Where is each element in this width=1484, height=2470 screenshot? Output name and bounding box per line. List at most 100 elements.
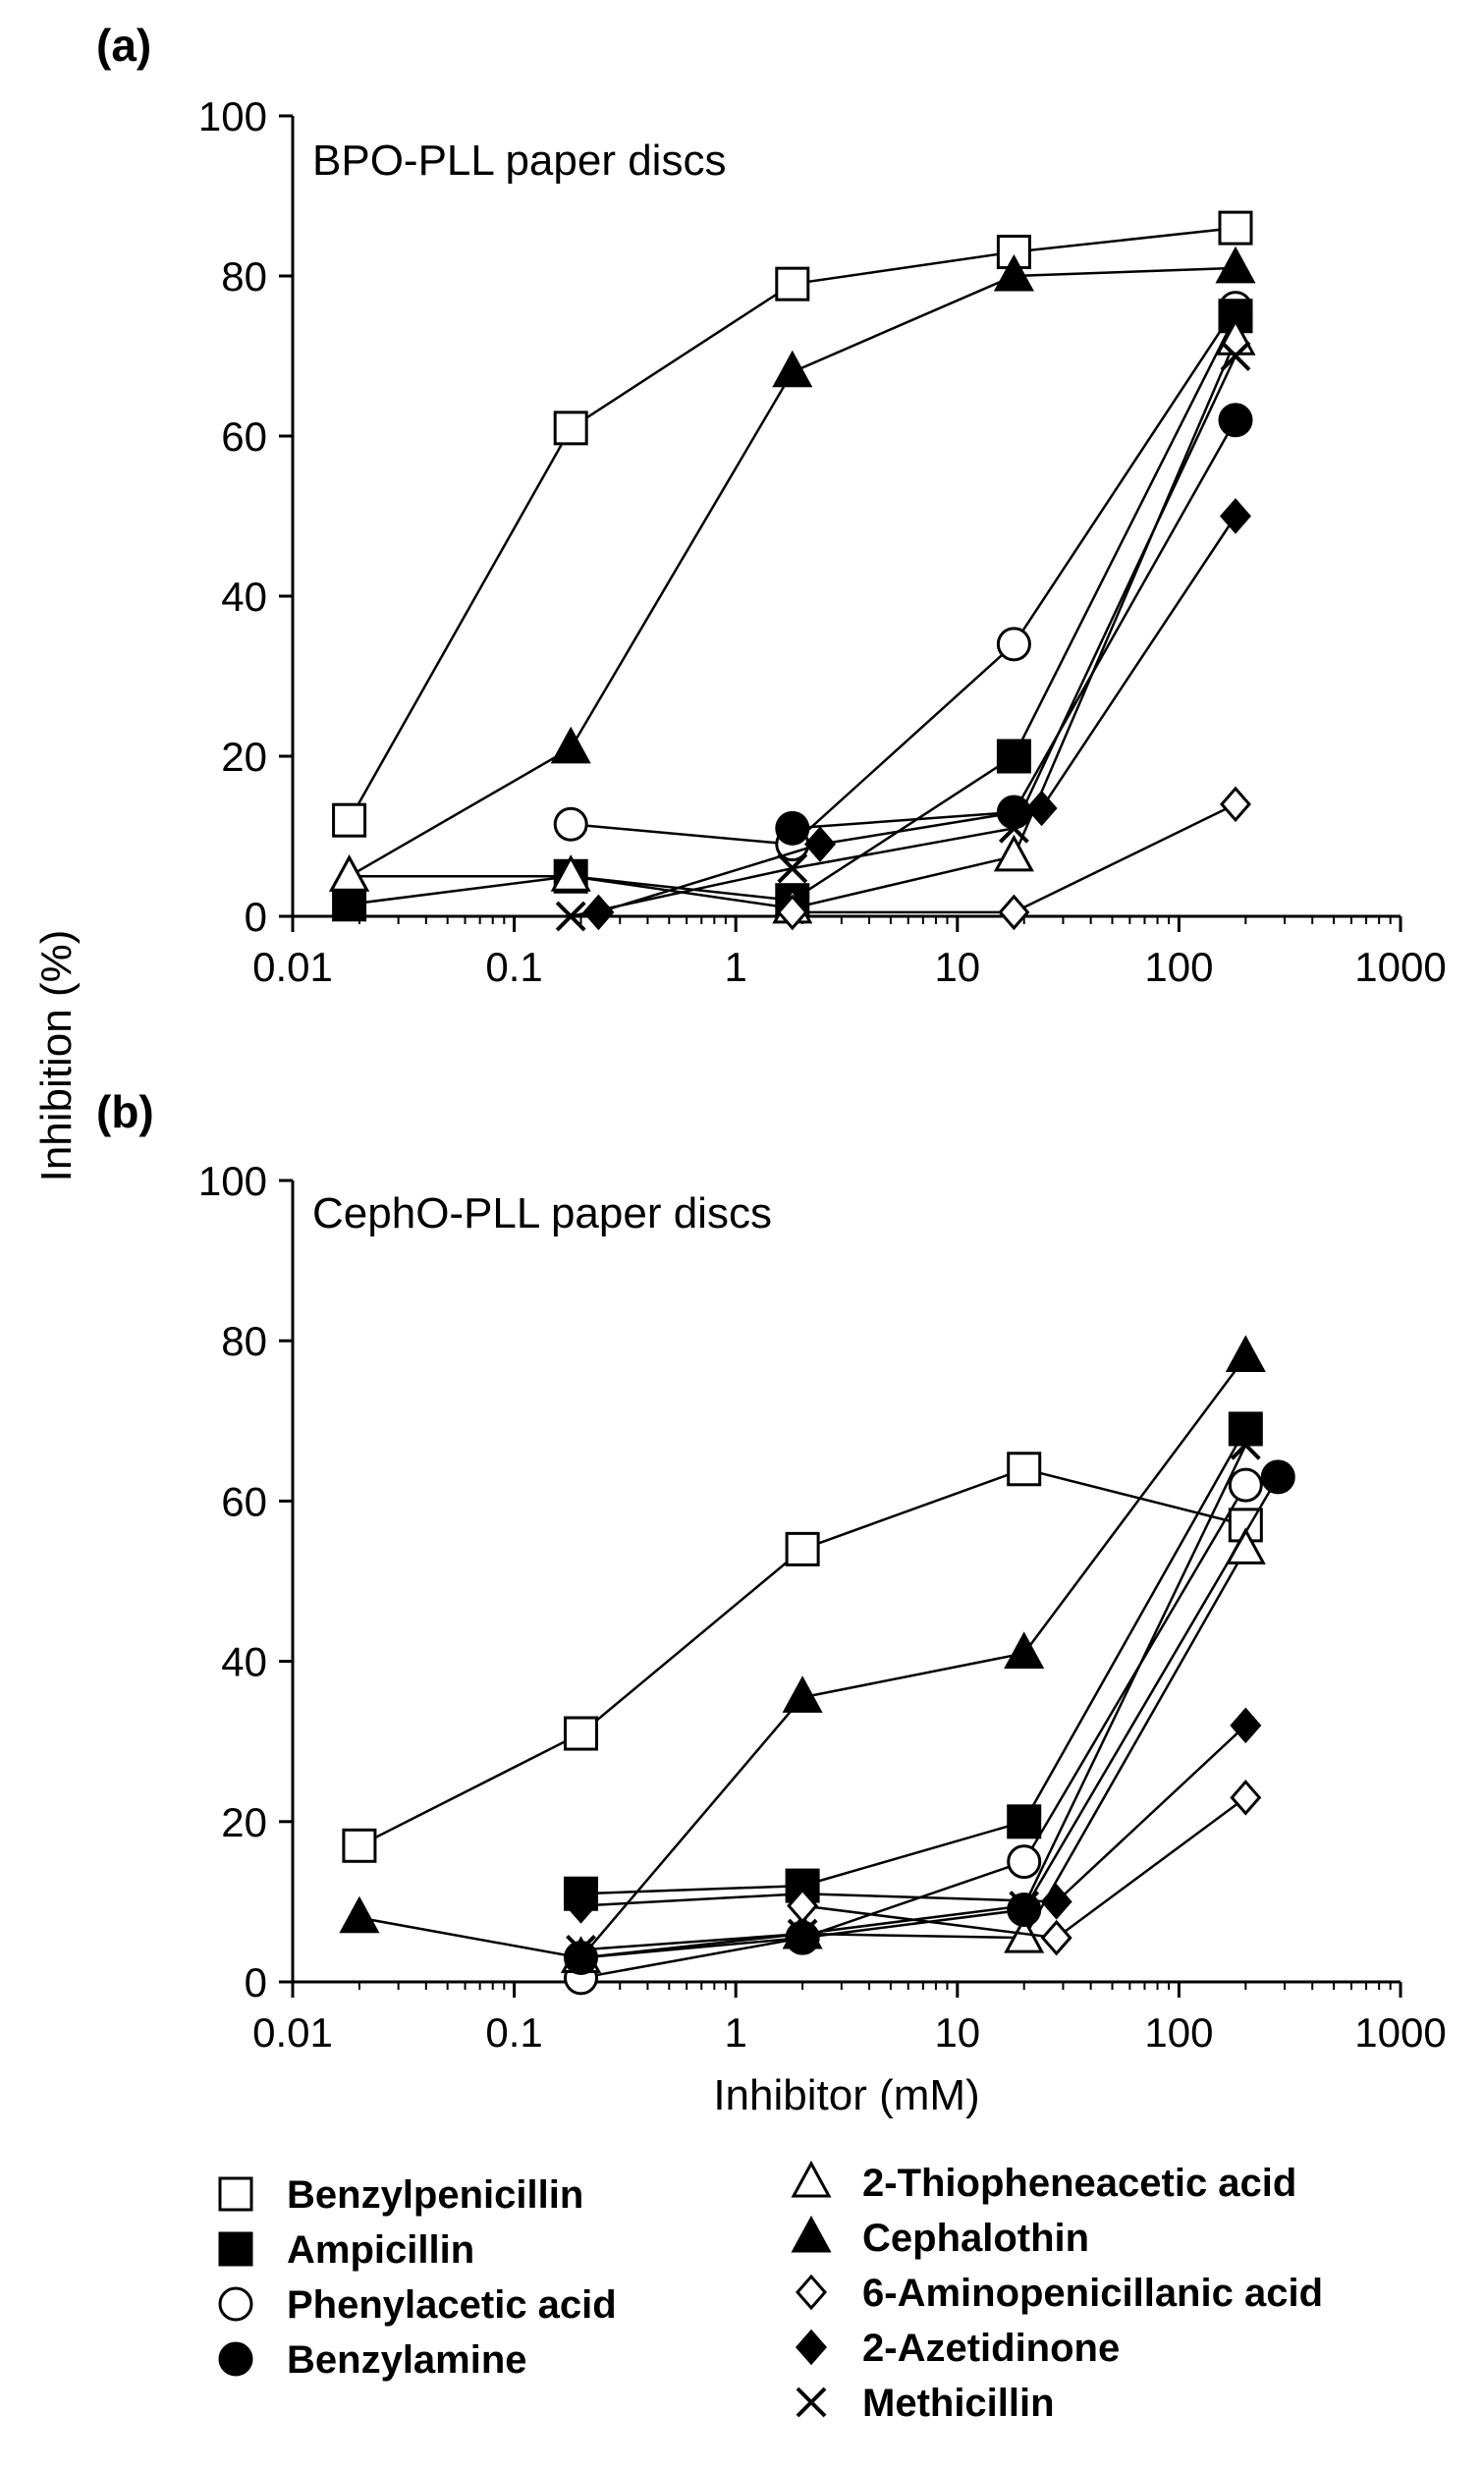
data-point bbox=[993, 834, 1034, 872]
legend-item-benzylamine: Benzylamine bbox=[218, 2338, 527, 2382]
legend-item-6-aminopenicillanic-acid: 6-Aminopenicillanic acid bbox=[796, 2272, 1323, 2315]
data-point bbox=[1219, 786, 1251, 823]
data-point bbox=[1007, 1844, 1042, 1880]
x-tick-label: 0.1 bbox=[485, 2009, 542, 2056]
panel-a-label: (a) bbox=[96, 20, 151, 71]
data-point bbox=[993, 253, 1034, 292]
panel-a-series bbox=[329, 210, 1256, 932]
data-point bbox=[339, 1895, 380, 1934]
legend-item-2-azetidinone: 2-Azetidinone bbox=[796, 2327, 1120, 2370]
legend-label: 6-Aminopenicillanic acid bbox=[862, 2272, 1323, 2315]
data-point bbox=[1007, 1804, 1042, 1839]
panel-b-series bbox=[339, 1335, 1295, 1996]
data-point bbox=[555, 901, 586, 932]
y-tick-label: 60 bbox=[221, 1478, 267, 1524]
y-tick-label: 60 bbox=[221, 413, 267, 460]
data-point bbox=[998, 894, 1030, 931]
2-thiopheneacetic-acid-legend-marker bbox=[791, 2160, 832, 2198]
cephalothin-legend-marker bbox=[791, 2215, 832, 2253]
data-point bbox=[1004, 1631, 1045, 1669]
series-line bbox=[580, 1444, 1247, 1951]
panel-b: (b) CephO-PLL paper discs 0 20 40 60 80 100 0.… bbox=[96, 1086, 1447, 2056]
data-point bbox=[775, 266, 810, 302]
data-point bbox=[1025, 790, 1058, 827]
legend-item-phenylacetic-acid: Phenylacetic acid bbox=[218, 2283, 617, 2327]
panel-b-ticks: 0 20 40 60 80 100 0.01 0.1 1 10 100 1000 bbox=[198, 1158, 1447, 2056]
benzylpenicillin-legend-marker bbox=[218, 2176, 253, 2212]
data-point bbox=[772, 350, 813, 388]
series-ampicillin bbox=[564, 1411, 1263, 1911]
data-point bbox=[775, 810, 810, 846]
data-point bbox=[1007, 1452, 1042, 1487]
phenylacetic-acid-legend-marker bbox=[218, 2286, 253, 2322]
data-point bbox=[1040, 1884, 1072, 1920]
x-tick-label: 1000 bbox=[1354, 2009, 1446, 2056]
data-point bbox=[776, 894, 808, 931]
legend-label: Benzylpenicillin bbox=[287, 2173, 583, 2217]
data-point bbox=[1007, 1893, 1042, 1928]
series-methicillin bbox=[566, 1429, 1261, 1965]
panel-a: (a) BPO-PLL paper discs 0 20 40 60 80 100 0.01… bbox=[96, 20, 1447, 990]
x-tick-label: 100 bbox=[1144, 944, 1213, 990]
series-line bbox=[358, 1467, 1246, 1847]
data-point bbox=[564, 1941, 599, 1976]
series-2-thiopheneacetic-acid bbox=[560, 1527, 1266, 1974]
series-benzylpenicillin bbox=[332, 210, 1253, 838]
x-tick-label: 10 bbox=[934, 2009, 980, 2056]
data-point bbox=[582, 894, 615, 931]
panel-a-title: BPO-PLL paper discs bbox=[312, 137, 726, 185]
series-6-aminopenicillanic-acid bbox=[787, 1780, 1262, 1956]
data-point bbox=[1230, 1780, 1262, 1816]
series-line bbox=[580, 1476, 1280, 1959]
x-tick-label: 1 bbox=[725, 944, 747, 990]
legend-label: 2-Azetidinone bbox=[862, 2327, 1120, 2370]
data-point bbox=[1215, 246, 1256, 284]
data-point bbox=[777, 852, 808, 884]
y-tick-label: 40 bbox=[221, 574, 267, 620]
data-point bbox=[550, 854, 591, 892]
data-point bbox=[1225, 1335, 1266, 1373]
data-point bbox=[329, 854, 370, 892]
x-tick-label: 100 bbox=[1144, 2009, 1213, 2056]
6-aminopenicillanic-acid-legend-marker bbox=[796, 2274, 827, 2311]
data-point bbox=[996, 739, 1031, 774]
data-point bbox=[1219, 498, 1251, 534]
y-tick-label: 0 bbox=[245, 1959, 267, 2005]
data-point bbox=[550, 726, 591, 764]
data-point bbox=[1228, 1411, 1263, 1447]
legend: Benzylpenicillin Ampicillin Phenylacetic a… bbox=[218, 2160, 1323, 2425]
data-point bbox=[332, 802, 367, 838]
data-point bbox=[785, 1920, 820, 1955]
data-point bbox=[996, 627, 1031, 662]
data-point bbox=[342, 1828, 377, 1863]
series-line bbox=[571, 306, 1237, 846]
series-line bbox=[580, 1724, 1247, 1907]
series-cephalothin bbox=[329, 246, 1256, 892]
series-line bbox=[580, 1484, 1247, 1980]
data-point bbox=[782, 1675, 823, 1713]
x-tick-label: 0.1 bbox=[485, 944, 542, 990]
y-tick-label: 40 bbox=[221, 1639, 267, 1685]
legend-item-cephalothin: Cephalothin bbox=[791, 2215, 1089, 2260]
panel-b-label: (b) bbox=[96, 1086, 154, 1137]
data-point bbox=[553, 411, 588, 446]
data-point bbox=[1040, 1919, 1072, 1956]
y-tick-label: 80 bbox=[221, 1318, 267, 1364]
series-line bbox=[348, 226, 1237, 821]
data-point bbox=[803, 826, 836, 862]
y-tick-label: 20 bbox=[221, 1799, 267, 1845]
x-tick-label: 10 bbox=[934, 944, 980, 990]
ampicillin-legend-marker bbox=[218, 2231, 253, 2267]
x-tick-label: 1000 bbox=[1354, 944, 1446, 990]
series-6-aminopenicillanic-acid bbox=[776, 786, 1251, 931]
data-point bbox=[332, 887, 367, 922]
data-point bbox=[564, 1716, 599, 1751]
series-line bbox=[358, 1355, 1247, 1959]
series-benzylpenicillin bbox=[342, 1452, 1263, 1863]
series-line bbox=[580, 1428, 1247, 1895]
methicillin-legend-marker bbox=[796, 2387, 827, 2418]
x-tick-label: 0.01 bbox=[252, 944, 333, 990]
2-azetidinone-legend-marker bbox=[796, 2329, 827, 2366]
legend-label: Benzylamine bbox=[287, 2338, 527, 2382]
